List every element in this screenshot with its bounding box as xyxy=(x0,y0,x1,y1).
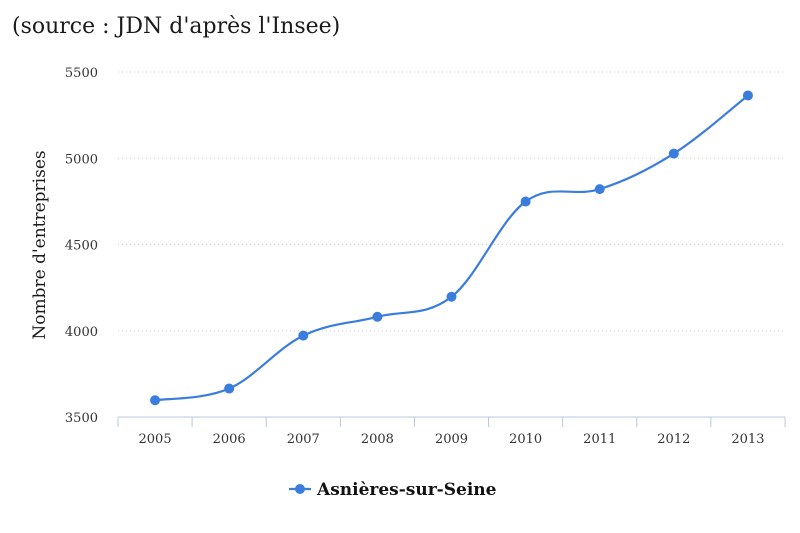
y-tick-label: 3500 xyxy=(65,411,98,426)
data-point[interactable] xyxy=(372,311,383,322)
data-point[interactable] xyxy=(594,184,605,195)
x-tick-label: 2005 xyxy=(139,432,172,447)
data-point[interactable] xyxy=(668,148,679,159)
x-tick-label: 2013 xyxy=(731,432,764,447)
y-tick-labels: 3500 4000 4500 5000 5500 xyxy=(65,66,98,426)
data-point[interactable] xyxy=(520,196,531,207)
x-tick-label: 2008 xyxy=(361,432,394,447)
series-line xyxy=(154,94,749,402)
y-tick-label: 5500 xyxy=(65,66,98,81)
x-tick-labels: 2005 2006 2007 2008 2009 2010 2011 2012 2013 xyxy=(139,432,765,447)
series-asnieres-sur-seine xyxy=(150,90,753,406)
x-axis xyxy=(117,416,786,427)
data-point[interactable] xyxy=(224,383,235,394)
x-tick-label: 2011 xyxy=(583,432,616,447)
y-tick-label: 4000 xyxy=(65,325,98,340)
legend[interactable]: Asnières-sur-Seine xyxy=(289,480,497,500)
data-point[interactable] xyxy=(150,395,161,406)
chart-title: (source : JDN d'après l'Insee) xyxy=(12,14,340,39)
y-tick-label: 5000 xyxy=(65,152,98,167)
data-point[interactable] xyxy=(446,291,457,302)
x-tick-label: 2010 xyxy=(509,432,542,447)
data-point[interactable] xyxy=(742,90,753,101)
y-axis-label: Nombre d'entreprises xyxy=(30,150,50,339)
legend-label: Asnières-sur-Seine xyxy=(316,480,497,500)
x-tick-label: 2007 xyxy=(287,432,320,447)
data-point[interactable] xyxy=(298,330,309,341)
x-tick-label: 2009 xyxy=(435,432,468,447)
x-tick-label: 2012 xyxy=(657,432,690,447)
legend-marker-icon xyxy=(295,484,305,494)
x-tick-label: 2006 xyxy=(213,432,246,447)
y-tick-label: 4500 xyxy=(65,239,98,254)
